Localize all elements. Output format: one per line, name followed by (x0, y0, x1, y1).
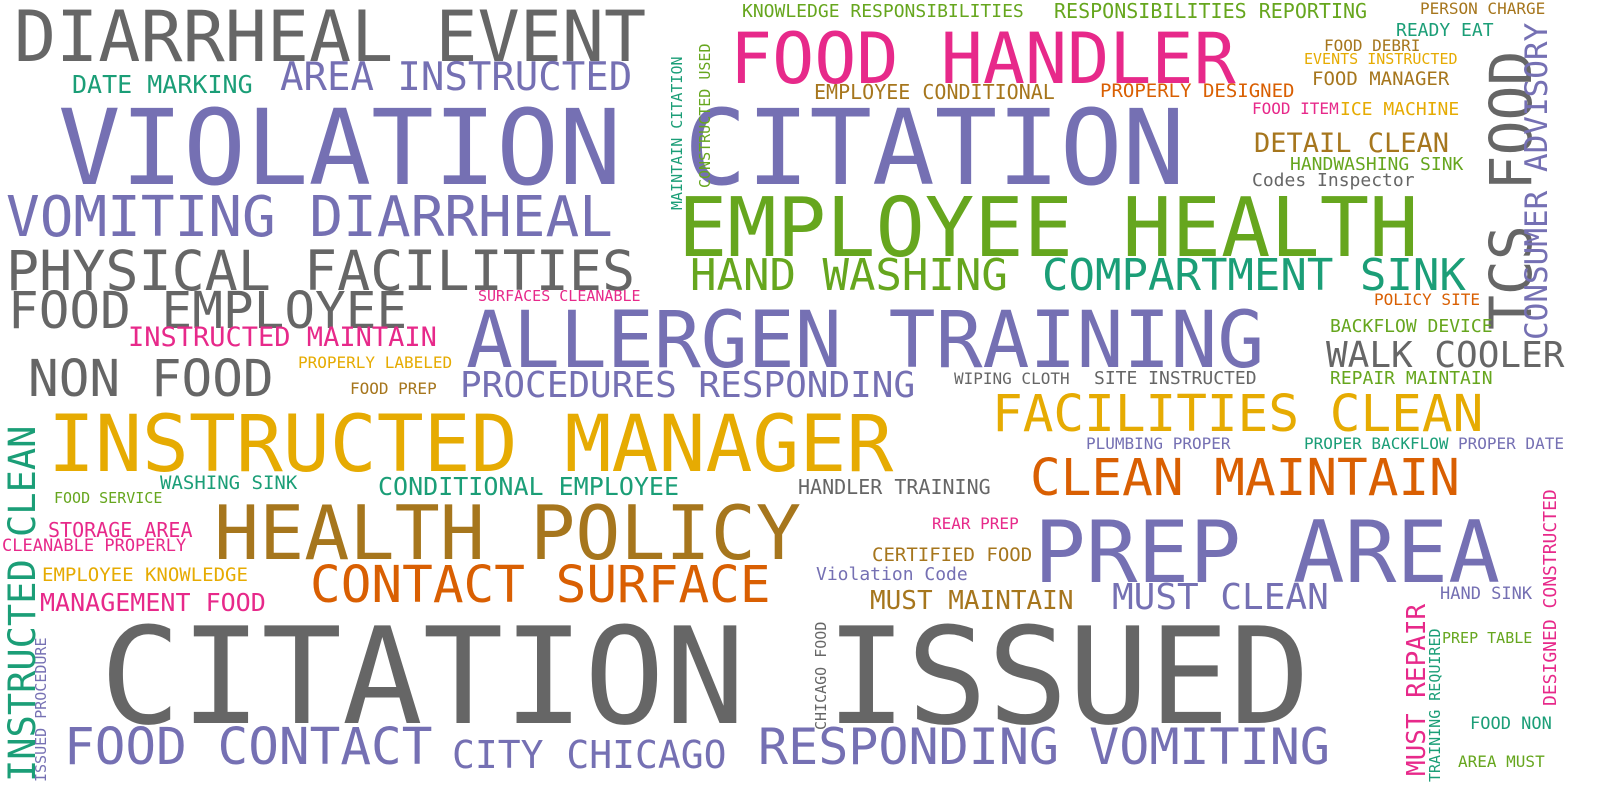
word: EMPLOYEE CONDITIONAL (814, 80, 1055, 104)
word: HEALTH POLICY (214, 489, 801, 577)
word: CLEANABLE PROPERLY (2, 536, 187, 556)
word: CITATION ISSUED (100, 599, 1311, 755)
word: CHICAGO FOOD (812, 621, 830, 730)
word: MUST CLEAN (1112, 577, 1329, 618)
word: SITE INSTRUCTED (1094, 368, 1257, 389)
word: REAR PREP (932, 514, 1019, 533)
word: WALK COOLER (1326, 335, 1565, 376)
word: WIPING CLOTH (954, 369, 1070, 388)
word: MANAGEMENT FOOD (40, 588, 266, 617)
word: VOMITING DIARRHEAL (6, 185, 613, 250)
word: PROCEDURES RESPONDING (460, 365, 916, 406)
word: FACILITIES CLEAN (992, 385, 1484, 444)
word: MAINTAIN CITATION (668, 56, 686, 210)
word: VIOLATION CITATION (58, 87, 1186, 209)
word: FOOD HANDLER (730, 18, 1236, 100)
word: EMPLOYEE KNOWLEDGE (42, 564, 248, 586)
word: TRAINING REQUIRED (1426, 628, 1444, 782)
word: KNOWLEDGE RESPONSIBILITIES (742, 1, 1024, 22)
word: FOOD CONTACT (64, 718, 433, 777)
word: RESPONDING VOMITING (758, 718, 1330, 776)
word: ICE MACHINE (1340, 99, 1460, 120)
word: NON FOOD (28, 350, 274, 409)
word: HAND SINK (1440, 584, 1533, 604)
word: REPAIR MAINTAIN (1330, 368, 1493, 389)
word: CLEAN MAINTAIN (1030, 449, 1460, 508)
word: PROPER DATE (1458, 434, 1564, 453)
word: HAND WASHING (690, 250, 1008, 301)
word: BACKFLOW DEVICE (1330, 316, 1493, 337)
word: FOOD PREP (350, 379, 437, 398)
word: Violation Code (816, 564, 968, 585)
word: RESPONSIBILITIES REPORTING (1054, 0, 1368, 23)
word: PROPER BACKFLOW (1304, 434, 1449, 453)
word: EVENTS INSTRUCTED (1304, 50, 1458, 68)
word: CONDITIONAL EMPLOYEE (378, 472, 680, 501)
word: PHYSICAL FACILITIES (6, 239, 636, 303)
word: PERSON CHARGE (1420, 0, 1546, 18)
word: PREP TABLE (1442, 629, 1533, 647)
word: DATE MARKING (72, 70, 253, 99)
word: AREA INSTRUCTED (280, 55, 633, 100)
word: FOOD DEBRI (1324, 36, 1421, 55)
word: CITY CHICAGO (452, 733, 727, 777)
word: FOOD SERVICE (54, 489, 163, 507)
word: WASHING SINK (160, 472, 298, 494)
word: PREP AREA (1034, 503, 1500, 603)
word: READY EAT (1396, 20, 1494, 41)
word: STORAGE AREA (48, 518, 193, 542)
word: PROPERLY LABELED (298, 353, 453, 372)
word: DESIGNED CONSTRUCTED (1540, 489, 1561, 706)
word: Codes Inspector (1252, 170, 1415, 191)
word: COMPARTMENT SINK (1042, 250, 1466, 301)
word: EMPLOYEE HEALTH (678, 181, 1419, 276)
word: PLUMBING PROPER (1086, 434, 1231, 453)
word: POLICY SITE (1374, 290, 1480, 309)
word: DIARRHEAL EVENT (14, 0, 647, 78)
word: FOOD ITEM (1252, 99, 1339, 118)
word: FOOD NON (1470, 714, 1552, 734)
word: CONTACT SURFACE (310, 556, 771, 615)
word: ALLERGEN TRAINING (466, 296, 1265, 386)
word: FOOD EMPLOYEE (8, 282, 408, 341)
word: SURFACES CLEANABLE (478, 287, 641, 305)
word: HANDLER TRAINING (798, 475, 991, 499)
word: INSTRUCTED MAINTAIN (128, 322, 437, 353)
word: CONSTRUCTED USED (696, 43, 714, 189)
word: FOOD MANAGER (1312, 68, 1450, 90)
word: CONSUMER ADVISORY (1519, 22, 1555, 340)
word: CERTIFIED FOOD (872, 544, 1033, 566)
word: MUST MAINTAIN (870, 586, 1074, 616)
word: DETAIL CLEAN (1254, 128, 1450, 159)
word: HANDWASHING SINK (1290, 154, 1464, 175)
word: ISSUED PROCEDURE (32, 637, 50, 783)
word: PROPERLY DESIGNED (1100, 80, 1295, 102)
word: AREA MUST (1458, 752, 1545, 771)
word: INSTRUCTED MANAGER (48, 400, 894, 490)
